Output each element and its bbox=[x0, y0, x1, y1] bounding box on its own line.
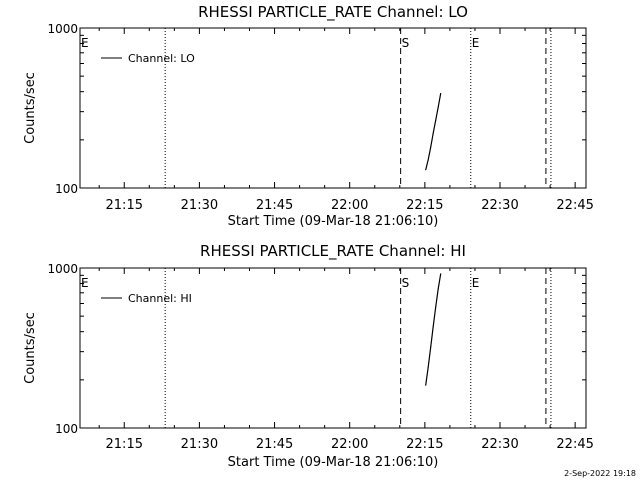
data-point bbox=[430, 146, 432, 148]
x-axis-label: Start Time (09-Mar-18 21:06:10) bbox=[228, 214, 439, 229]
data-point bbox=[437, 106, 439, 108]
legend-label: Channel: HI bbox=[128, 292, 192, 305]
y-tick-label: 1000 bbox=[47, 262, 78, 276]
chart-title: RHESSI PARTICLE_RATE Channel: HI bbox=[200, 242, 466, 261]
event-marker-label: E bbox=[81, 36, 89, 50]
x-tick-label: 21:30 bbox=[181, 437, 218, 452]
data-point bbox=[440, 273, 442, 275]
x-tick-label: 21:30 bbox=[181, 198, 218, 213]
y-tick-label: 100 bbox=[55, 182, 78, 196]
chart-title: RHESSI PARTICLE_RATE Channel: LO bbox=[198, 3, 468, 22]
x-axis-label: Start Time (09-Mar-18 21:06:10) bbox=[228, 455, 439, 470]
data-point bbox=[430, 346, 432, 348]
panel-lo: RHESSI PARTICLE_RATE Channel: LO 21:15 21:… bbox=[23, 3, 594, 229]
event-marker-label: E bbox=[81, 276, 89, 290]
x-tick-label: 22:30 bbox=[481, 437, 518, 452]
x-tick-label: 21:45 bbox=[256, 437, 293, 452]
data-point bbox=[425, 169, 427, 171]
event-marker-label: S bbox=[402, 36, 410, 50]
y-axis-label: Counts/sec bbox=[23, 312, 38, 384]
x-tick-label: 22:00 bbox=[331, 198, 368, 213]
plot-timestamp: 2-Sep-2022 19:18 bbox=[564, 469, 636, 478]
data-point bbox=[427, 159, 429, 161]
data-point bbox=[440, 92, 442, 94]
x-tick-label: 21:15 bbox=[106, 437, 143, 452]
event-marker-label: E bbox=[472, 276, 480, 290]
y-axis-label: Counts/sec bbox=[23, 72, 38, 144]
data-point bbox=[432, 132, 434, 134]
x-tick-label: 22:15 bbox=[406, 198, 443, 213]
x-tick-label: 22:45 bbox=[556, 198, 593, 213]
legend-label: Channel: LO bbox=[128, 52, 195, 65]
data-point bbox=[437, 288, 439, 290]
event-marker-label: S bbox=[402, 276, 410, 290]
x-tick-label: 22:15 bbox=[406, 437, 443, 452]
x-tick-label: 21:45 bbox=[256, 198, 293, 213]
data-point bbox=[435, 119, 437, 121]
panel-hi: RHESSI PARTICLE_RATE Channel: HI 21:15 21:… bbox=[23, 242, 594, 470]
plot-frame bbox=[79, 267, 587, 429]
y-tick-label: 1000 bbox=[47, 22, 78, 36]
x-tick-label: 22:00 bbox=[331, 437, 368, 452]
series-line-lo bbox=[425, 93, 442, 170]
series-line-hi bbox=[425, 273, 442, 386]
data-point bbox=[432, 326, 434, 328]
data-point bbox=[425, 384, 427, 386]
x-tick-label: 22:30 bbox=[481, 198, 518, 213]
x-tick-label: 22:45 bbox=[556, 437, 593, 452]
data-point bbox=[435, 306, 437, 308]
plot-frame bbox=[79, 27, 587, 189]
data-point bbox=[427, 366, 429, 368]
event-marker-label: E bbox=[472, 36, 480, 50]
y-tick-label: 100 bbox=[55, 422, 78, 436]
x-tick-label: 21:15 bbox=[106, 198, 143, 213]
